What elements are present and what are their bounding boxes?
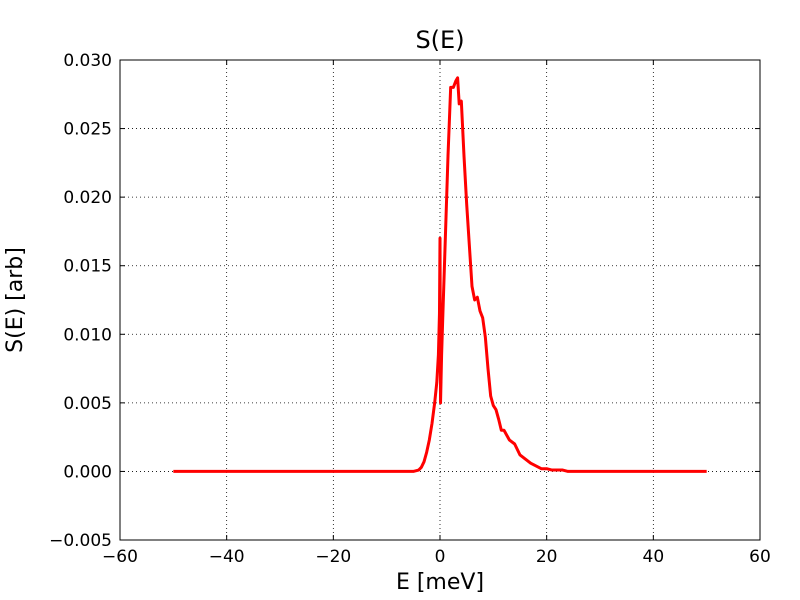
y-tick-label: 0.030 (63, 51, 112, 71)
x-tick-label: −60 (102, 547, 138, 567)
chart-title: S(E) (415, 26, 464, 54)
x-tick-label: −40 (209, 547, 245, 567)
y-tick-label: 0.010 (63, 325, 112, 345)
x-tick-label: 60 (749, 547, 771, 567)
plot-area: −60 −40 −20 0 20 40 60 −0.005 0.000 0.005 0.010 0.0… (49, 51, 771, 567)
y-tick-label: 0.000 (63, 462, 112, 482)
x-tick-label: 0 (435, 547, 446, 567)
y-tick-label: 0.005 (63, 394, 112, 414)
x-tick-label: 20 (536, 547, 558, 567)
y-tick-label: −0.005 (49, 531, 112, 551)
data-series-line (173, 76, 707, 473)
x-tick-label: −20 (315, 547, 351, 567)
y-tick-label: 0.015 (63, 257, 112, 277)
x-axis-label: E [meV] (396, 570, 484, 595)
y-tick-label: 0.020 (63, 188, 112, 208)
y-tick-label: 0.025 (63, 120, 112, 140)
y-axis-label: S(E) [arb] (3, 247, 28, 353)
x-tick-label: 40 (643, 547, 665, 567)
